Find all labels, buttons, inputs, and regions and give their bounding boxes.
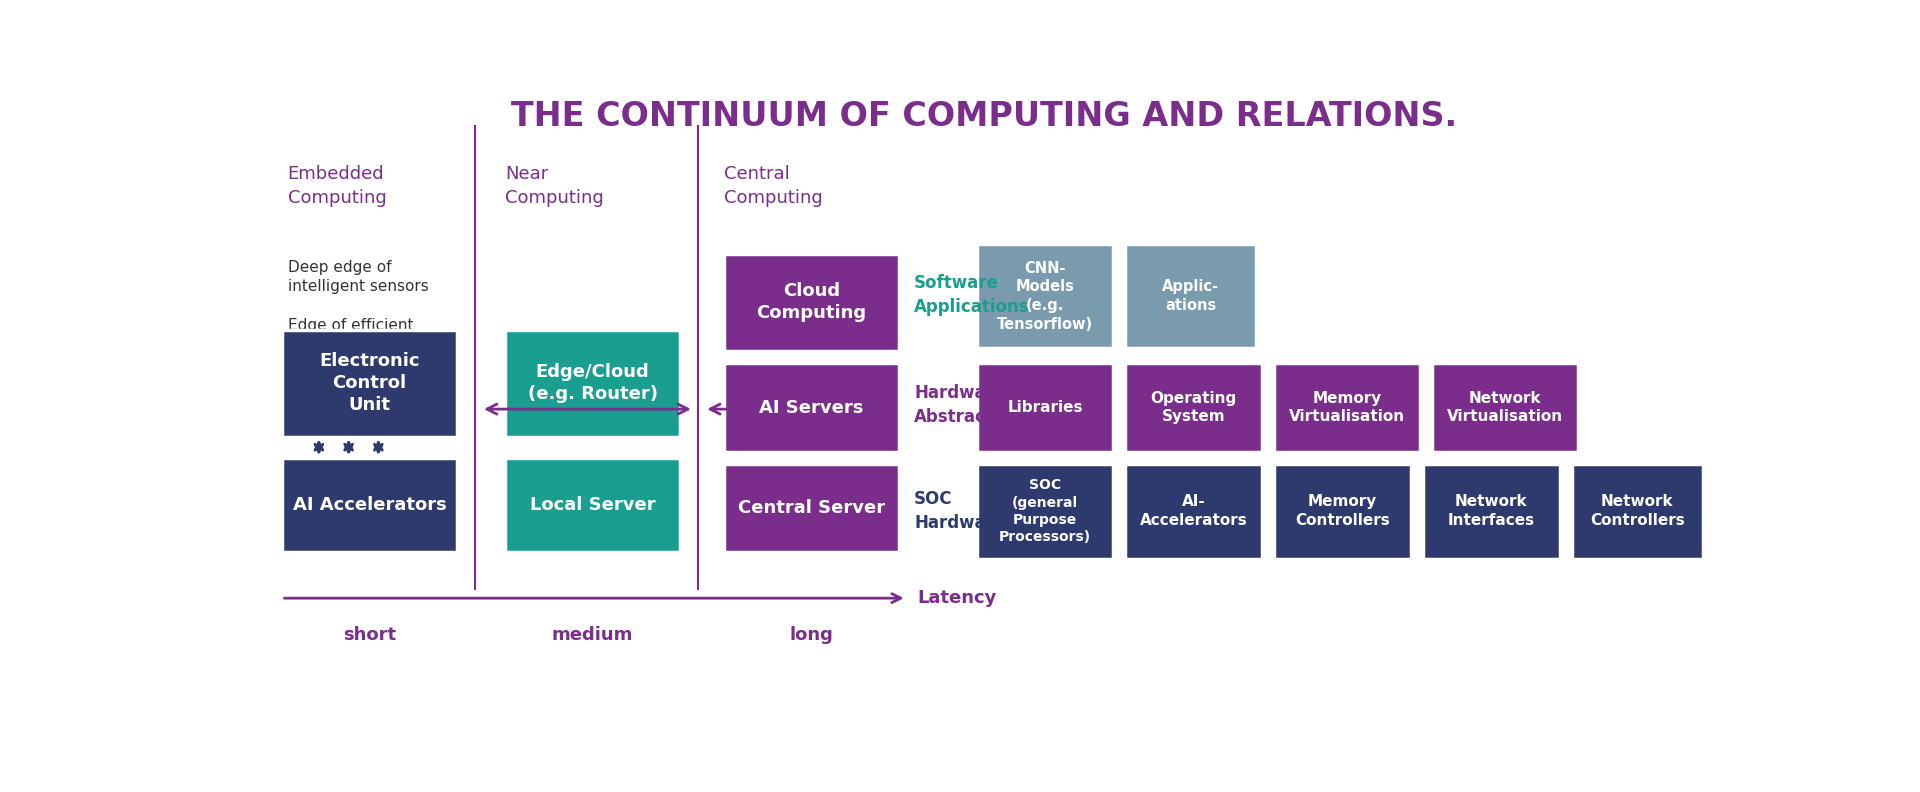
Text: Embedded
Computing: Embedded Computing [288, 166, 386, 207]
Text: CNN-
Models
(e.g.
Tensorflow): CNN- Models (e.g. Tensorflow) [996, 261, 1092, 332]
FancyBboxPatch shape [505, 329, 680, 436]
FancyBboxPatch shape [1125, 245, 1256, 348]
Text: Edge of efficient
performance/energy
embedded systems: Edge of efficient performance/energy emb… [288, 318, 445, 372]
FancyBboxPatch shape [724, 364, 899, 451]
FancyBboxPatch shape [1275, 364, 1421, 451]
FancyBboxPatch shape [505, 458, 680, 553]
FancyBboxPatch shape [1572, 464, 1703, 558]
Text: SOC
(general
Purpose
Processors): SOC (general Purpose Processors) [998, 478, 1091, 544]
FancyBboxPatch shape [282, 329, 457, 436]
FancyBboxPatch shape [724, 253, 899, 351]
FancyBboxPatch shape [977, 364, 1114, 451]
Text: Memory
Virtualisation: Memory Virtualisation [1288, 390, 1405, 425]
Text: Network
Controllers: Network Controllers [1590, 494, 1684, 528]
Text: Memory
Controllers: Memory Controllers [1296, 494, 1390, 528]
Text: Central
Computing: Central Computing [724, 166, 822, 207]
FancyBboxPatch shape [977, 464, 1114, 558]
Text: Operating
System: Operating System [1150, 390, 1236, 425]
Text: Local Server: Local Server [530, 496, 655, 514]
FancyBboxPatch shape [1125, 364, 1261, 451]
FancyBboxPatch shape [1423, 464, 1559, 558]
FancyBboxPatch shape [1125, 464, 1261, 558]
Text: AI Accelerators: AI Accelerators [292, 496, 445, 514]
Text: Software
Applications: Software Applications [914, 274, 1029, 316]
Text: Central Server: Central Server [737, 499, 885, 517]
Text: short: short [344, 626, 396, 644]
Text: Network
Virtualisation: Network Virtualisation [1448, 390, 1563, 425]
Text: Hardware
Abstractions: Hardware Abstractions [914, 384, 1033, 425]
Text: Network
Interfaces: Network Interfaces [1448, 494, 1534, 528]
Text: SOC
Hardware: SOC Hardware [914, 490, 1006, 531]
Text: AI-
Accelerators: AI- Accelerators [1140, 494, 1248, 528]
FancyBboxPatch shape [1432, 364, 1578, 451]
Text: Edge/Cloud
(e.g. Router): Edge/Cloud (e.g. Router) [528, 363, 659, 403]
Text: Electronic
Control
Unit: Electronic Control Unit [319, 352, 420, 414]
Text: Near
Computing: Near Computing [505, 166, 603, 207]
FancyBboxPatch shape [724, 464, 899, 553]
Text: Latency: Latency [918, 589, 996, 607]
Text: Cloud
Computing: Cloud Computing [756, 282, 866, 322]
FancyBboxPatch shape [1275, 464, 1411, 558]
Text: AI Servers: AI Servers [758, 398, 864, 417]
FancyBboxPatch shape [977, 245, 1114, 348]
FancyBboxPatch shape [282, 458, 457, 553]
Text: Applic-
ations: Applic- ations [1162, 280, 1219, 313]
Text: Deep edge of
intelligent sensors: Deep edge of intelligent sensors [288, 260, 428, 295]
Text: THE CONTINUUM OF COMPUTING AND RELATIONS.: THE CONTINUUM OF COMPUTING AND RELATIONS… [511, 100, 1457, 133]
Text: long: long [789, 626, 833, 644]
Text: medium: medium [551, 626, 634, 644]
Text: Libraries: Libraries [1008, 400, 1083, 415]
